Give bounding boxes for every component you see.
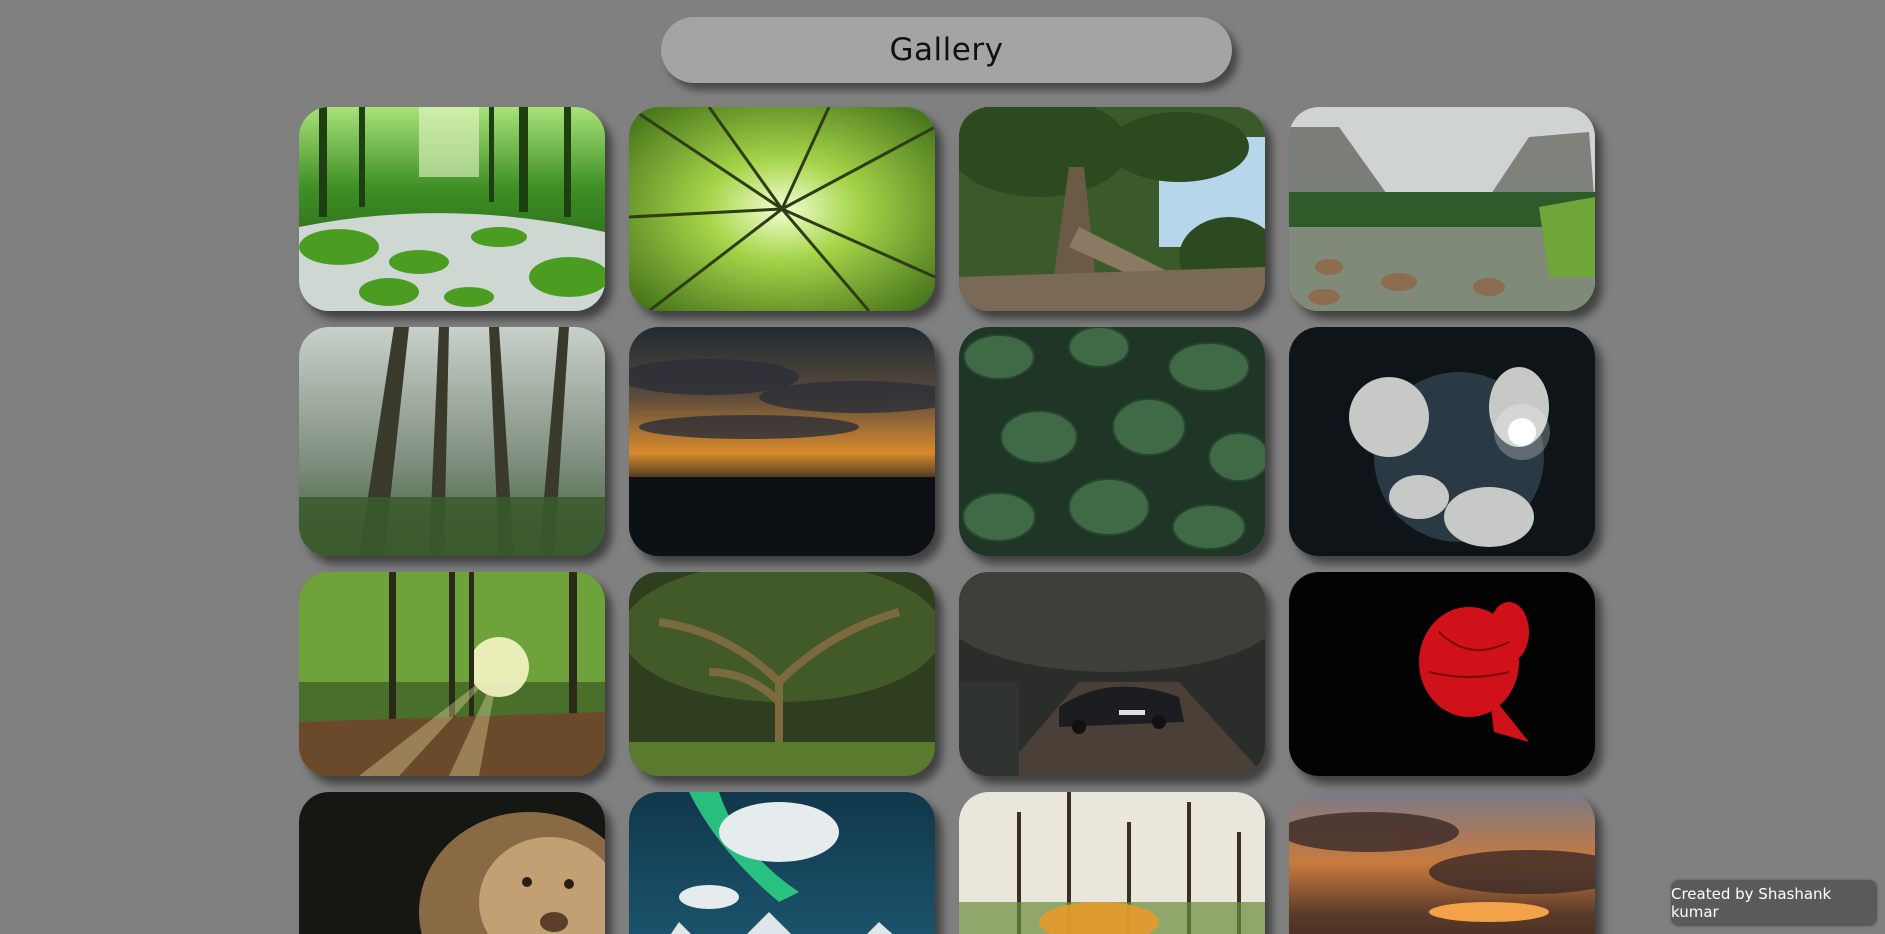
gallery-image-valley-river[interactable] [1289, 107, 1595, 311]
gallery-image-mossy-stream[interactable] [299, 107, 605, 311]
gallery-image-lion[interactable] [299, 792, 605, 934]
gallery-image-old-oak[interactable] [959, 107, 1265, 311]
gallery-image-sunlit-forest[interactable] [299, 572, 605, 776]
gallery-image-sunset-clouds[interactable] [629, 327, 935, 556]
credit-text: Created by Shashank kumar [1671, 885, 1832, 921]
gallery-image-jungle-tree[interactable] [629, 572, 935, 776]
gallery-image-earth-clouds[interactable] [1289, 327, 1595, 556]
page-title: Gallery [889, 32, 1004, 68]
gallery-image-misty-forest[interactable] [299, 327, 605, 556]
gallery-image-forest-canopy[interactable] [629, 107, 935, 311]
gallery-image-betta-fish[interactable] [1289, 572, 1595, 776]
gallery-header: Gallery [661, 17, 1232, 83]
gallery-image-aurora[interactable] [629, 792, 935, 934]
gallery-image-dramatic-sky[interactable] [1289, 792, 1595, 934]
gallery-image-green-leaves[interactable] [959, 327, 1265, 556]
gallery-grid [299, 107, 1599, 934]
credit-badge: Created by Shashank kumar [1671, 880, 1877, 926]
gallery-image-sunset-trees[interactable] [959, 792, 1265, 934]
gallery-image-sports-car[interactable] [959, 572, 1265, 776]
